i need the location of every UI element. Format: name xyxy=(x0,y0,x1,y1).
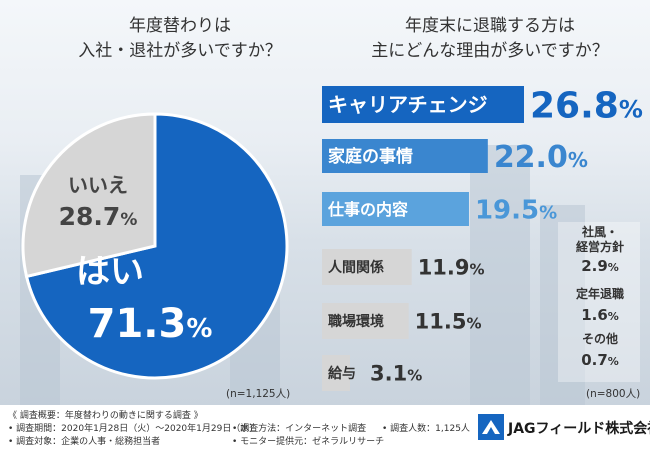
pie-slice xyxy=(24,112,289,380)
bar xyxy=(322,249,412,285)
right-question: 年度末に退職する方は 主にどんな理由が多いですか？ xyxy=(345,14,635,64)
pie-label: いいえ xyxy=(68,173,128,197)
footer-target: • 調査対象：企業の人事・総務担当者 xyxy=(8,437,161,447)
left-question-line: 年度替わりは xyxy=(129,16,231,36)
footer-method: • 調査方法：インターネット調査 xyxy=(232,424,367,434)
minor-category-value: 2.9% xyxy=(581,257,619,275)
right-question-line: 主にどんな理由が多いですか？ xyxy=(371,41,609,61)
pie-value: 28.7% xyxy=(59,202,138,231)
bar xyxy=(322,355,350,391)
footer-count: • 調査人数：1,125人 xyxy=(382,424,470,434)
bar-value: 3.1% xyxy=(370,362,422,386)
bar-label: 給与 xyxy=(328,365,356,382)
company-logo-text: JAGフィールド株式会社 xyxy=(508,421,650,437)
pie-value: 71.3% xyxy=(88,301,213,347)
bar-label: 人間関係 xyxy=(328,259,384,276)
bar-label: 仕事の内容 xyxy=(327,200,408,219)
minor-category-value: 0.7% xyxy=(581,351,619,369)
minor-category-label: その他 xyxy=(582,331,618,346)
bar-value: 19.5% xyxy=(475,195,557,225)
bar-label: 職場環境 xyxy=(328,313,384,330)
right-sample-size: (n=800人) xyxy=(586,388,641,400)
bar xyxy=(322,303,409,339)
footer-monitor: • モニター提供元：ゼネラルリサーチ xyxy=(232,437,385,447)
bar-value: 26.8% xyxy=(530,85,643,126)
left-sample-size: (n=1,125人) xyxy=(226,388,291,400)
minor-category-label: 社風・経営方針 xyxy=(576,224,624,254)
building-shape xyxy=(540,205,585,405)
minor-categories-panel xyxy=(558,222,640,382)
bar-label: キャリアチェンジ xyxy=(328,93,488,117)
bar xyxy=(322,139,488,173)
footer-period: • 調査期間：2020年1月28日（火）～2020年1月29日（水） xyxy=(8,424,259,434)
minor-category-value: 1.6% xyxy=(581,306,619,324)
footer-title: 《 調査概要：年度替わりの動きに関する調査 》 xyxy=(8,411,203,421)
bar-label: 家庭の事情 xyxy=(328,146,413,167)
right-question-line: 年度末に退職する方は xyxy=(405,16,575,36)
bar xyxy=(322,86,524,123)
bar-value: 11.9% xyxy=(418,256,485,280)
left-question-line: 入社・退社が多いですか？ xyxy=(78,41,282,61)
bar-value: 11.5% xyxy=(415,310,482,334)
footer: 《 調査概要：年度替わりの動きに関する調査 》 • 調査期間：2020年1月28… xyxy=(0,405,650,450)
pie-slice xyxy=(21,112,157,279)
minor-category-label: 定年退職 xyxy=(576,286,624,301)
bar-value: 22.0% xyxy=(494,140,588,175)
bar xyxy=(322,192,469,226)
building-shape xyxy=(470,145,530,405)
company-logo-icon xyxy=(478,414,504,440)
pie-label: はい xyxy=(76,252,144,292)
left-question: 年度替わりは 入社・退社が多いですか？ xyxy=(60,14,300,64)
